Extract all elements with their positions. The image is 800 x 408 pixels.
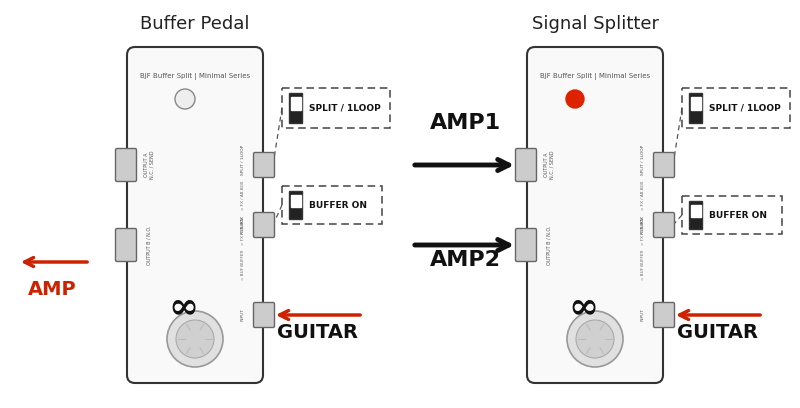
FancyBboxPatch shape bbox=[254, 213, 274, 237]
Bar bbox=[689, 93, 702, 123]
Text: SPLIT / 1LOOP: SPLIT / 1LOOP bbox=[309, 104, 381, 113]
Text: = FX / AB BOX: = FX / AB BOX bbox=[641, 180, 645, 210]
Bar bbox=[290, 195, 301, 207]
Text: BJF Buffer Split | Minimal Series: BJF Buffer Split | Minimal Series bbox=[140, 73, 250, 80]
Circle shape bbox=[175, 89, 195, 109]
Text: = BUF BUFFER: = BUF BUFFER bbox=[641, 250, 645, 280]
Bar bbox=[689, 201, 702, 229]
Text: RETURN: RETURN bbox=[241, 216, 245, 234]
Bar bbox=[282, 186, 382, 224]
FancyBboxPatch shape bbox=[515, 149, 537, 182]
Text: OUTPUT B / N.O.: OUTPUT B / N.O. bbox=[546, 225, 551, 265]
Bar bbox=[282, 88, 390, 128]
Text: Buffer Pedal: Buffer Pedal bbox=[140, 15, 250, 33]
Text: AMP1: AMP1 bbox=[430, 113, 501, 133]
FancyBboxPatch shape bbox=[515, 228, 537, 262]
Text: GUITAR: GUITAR bbox=[278, 323, 358, 342]
Text: OUTPUT B / N.O.: OUTPUT B / N.O. bbox=[146, 225, 151, 265]
Bar bbox=[289, 93, 302, 123]
FancyBboxPatch shape bbox=[254, 153, 274, 177]
Text: AMP: AMP bbox=[28, 280, 76, 299]
Text: ∞: ∞ bbox=[568, 290, 598, 324]
Text: SPLIT / 1LOOP: SPLIT / 1LOOP bbox=[641, 145, 645, 175]
Bar bbox=[690, 205, 701, 217]
Text: INPUT: INPUT bbox=[241, 308, 245, 322]
Text: RETURN: RETURN bbox=[641, 216, 645, 234]
FancyBboxPatch shape bbox=[654, 302, 674, 328]
Circle shape bbox=[566, 90, 584, 108]
Text: SPLIT / 1LOOP: SPLIT / 1LOOP bbox=[709, 104, 781, 113]
Text: ∞: ∞ bbox=[168, 290, 198, 324]
FancyBboxPatch shape bbox=[127, 47, 263, 383]
Bar bbox=[682, 88, 790, 128]
Text: BJF Buffer Split | Minimal Series: BJF Buffer Split | Minimal Series bbox=[540, 73, 650, 80]
Bar bbox=[290, 97, 301, 110]
Text: Signal Splitter: Signal Splitter bbox=[531, 15, 658, 33]
FancyBboxPatch shape bbox=[115, 149, 137, 182]
Text: = BUF BUFFER: = BUF BUFFER bbox=[241, 250, 245, 280]
Text: GUITAR: GUITAR bbox=[678, 323, 758, 342]
Text: = FX / 1A BOX: = FX / 1A BOX bbox=[241, 215, 245, 244]
Bar bbox=[289, 191, 302, 219]
Text: OUTPUT A
N.C. / SEND: OUTPUT A N.C. / SEND bbox=[544, 151, 554, 179]
FancyBboxPatch shape bbox=[654, 213, 674, 237]
Text: AMP2: AMP2 bbox=[430, 250, 501, 270]
Text: BUFFER ON: BUFFER ON bbox=[309, 200, 367, 209]
Text: SPLIT / 1LOOP: SPLIT / 1LOOP bbox=[241, 145, 245, 175]
Circle shape bbox=[576, 320, 614, 358]
FancyBboxPatch shape bbox=[115, 228, 137, 262]
FancyBboxPatch shape bbox=[654, 153, 674, 177]
FancyBboxPatch shape bbox=[527, 47, 663, 383]
Circle shape bbox=[167, 311, 223, 367]
Bar bbox=[682, 196, 782, 234]
Circle shape bbox=[176, 320, 214, 358]
Text: INPUT: INPUT bbox=[641, 308, 645, 322]
Bar bbox=[690, 97, 701, 110]
Text: = FX / AB BOX: = FX / AB BOX bbox=[241, 180, 245, 210]
Text: BUFFER ON: BUFFER ON bbox=[709, 211, 767, 220]
Text: = FX / 1A BOX: = FX / 1A BOX bbox=[641, 215, 645, 244]
Text: OUTPUT A
N.C. / SEND: OUTPUT A N.C. / SEND bbox=[144, 151, 154, 179]
Circle shape bbox=[567, 311, 623, 367]
FancyBboxPatch shape bbox=[254, 302, 274, 328]
